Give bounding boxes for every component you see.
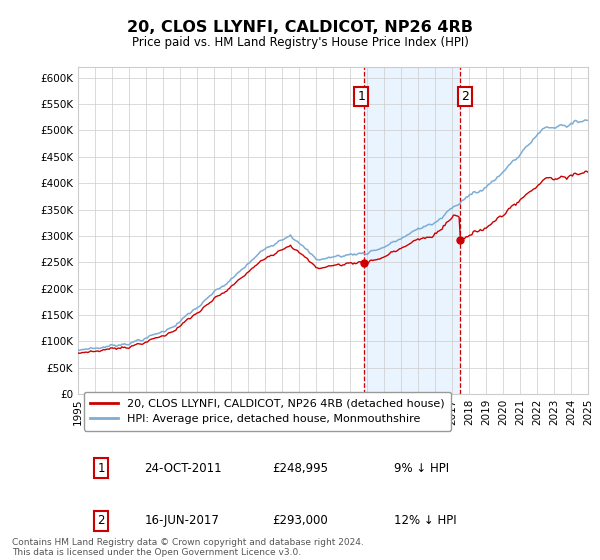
Text: £248,995: £248,995 [272, 462, 328, 475]
Text: 2: 2 [461, 90, 469, 102]
Text: 20, CLOS LLYNFI, CALDICOT, NP26 4RB: 20, CLOS LLYNFI, CALDICOT, NP26 4RB [127, 20, 473, 35]
Bar [364, 67, 460, 394]
Text: 16-JUN-2017: 16-JUN-2017 [145, 515, 219, 528]
Text: £293,000: £293,000 [272, 515, 328, 528]
Text: 9% ↓ HPI: 9% ↓ HPI [394, 462, 449, 475]
Text: 1: 1 [97, 462, 105, 475]
Legend: 20, CLOS LLYNFI, CALDICOT, NP26 4RB (detached house), HPI: Average price, detach: 20, CLOS LLYNFI, CALDICOT, NP26 4RB (det… [83, 392, 451, 431]
Text: Price paid vs. HM Land Registry's House Price Index (HPI): Price paid vs. HM Land Registry's House … [131, 36, 469, 49]
Text: 2: 2 [97, 515, 105, 528]
Text: 1: 1 [358, 90, 365, 102]
Text: Contains HM Land Registry data © Crown copyright and database right 2024.
This d: Contains HM Land Registry data © Crown c… [12, 538, 364, 557]
Text: 24-OCT-2011: 24-OCT-2011 [145, 462, 222, 475]
Text: 12% ↓ HPI: 12% ↓ HPI [394, 515, 457, 528]
